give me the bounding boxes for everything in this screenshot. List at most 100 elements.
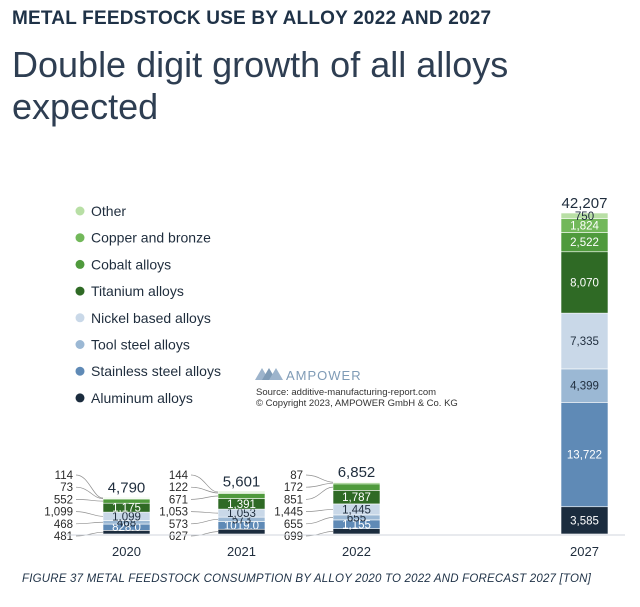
- legend-label: Tool steel alloys: [91, 337, 190, 353]
- side-value-label: 172: [284, 482, 303, 494]
- bar-value-label: 8,070: [570, 277, 599, 289]
- legend-label: Cobalt alloys: [91, 256, 171, 272]
- side-value-label: 1,445: [274, 507, 303, 519]
- leader-line: [75, 531, 104, 537]
- bar-value-label: 4,399: [570, 381, 599, 393]
- bar-value-label: 1,155: [342, 519, 371, 531]
- bar-value-label: 1,445: [342, 504, 371, 516]
- bar-segment: [560, 251, 609, 314]
- legend-label: Copper and bronze: [91, 230, 211, 246]
- legend-marker: [75, 286, 85, 296]
- bar-value-label: 2,522: [570, 237, 599, 249]
- bar-value-label: 1,391: [227, 499, 256, 511]
- bar-segment: [217, 491, 266, 493]
- legend-marker: [75, 206, 85, 216]
- bar-segment: [102, 498, 151, 504]
- legend-label: Stainless steel alloys: [91, 363, 221, 379]
- legend-label: Nickel based alloys: [91, 310, 211, 326]
- side-value-label: 1,053: [159, 507, 188, 519]
- bar-value-label: 1,053: [227, 508, 256, 520]
- bar-segment: [560, 368, 609, 403]
- bar-value-label: 3,585: [570, 515, 599, 527]
- leader-line: [75, 511, 104, 517]
- watermark-brand: AMPOWER: [286, 368, 362, 383]
- legend-marker: [75, 366, 85, 376]
- leader-line: [190, 518, 219, 525]
- side-value-label: 87: [290, 470, 303, 482]
- bar-segment: [332, 481, 381, 483]
- bar-segment: [560, 312, 609, 370]
- legend-marker: [75, 259, 85, 269]
- chart-legend: Other Copper and bronze Cobalt alloys Titan…: [75, 203, 221, 406]
- legend-label: Aluminum alloys: [91, 390, 193, 406]
- leader-line: [190, 486, 219, 494]
- watermark-source: Source: additive-manufacturing-report.co…: [256, 387, 436, 398]
- leader-line: [305, 530, 334, 537]
- side-value-label: 73: [60, 482, 73, 494]
- side-value-label: 699: [284, 531, 303, 543]
- bar-value-label: 1019.0: [224, 520, 259, 532]
- leader-line: [305, 517, 334, 525]
- page-title: Double digit growth of all alloys expect…: [12, 44, 509, 127]
- bar-segment: [217, 493, 266, 499]
- side-value-label: 114: [55, 470, 74, 482]
- bar-total-label: 42,207: [562, 195, 608, 212]
- side-value-label: 468: [54, 519, 73, 531]
- side-value-label: 573: [169, 519, 188, 531]
- x-axis-tick-label: 2027: [570, 544, 599, 559]
- leader-line: [190, 495, 219, 500]
- x-axis-tick-label: 2022: [342, 544, 371, 559]
- bar-segment: [332, 483, 381, 491]
- leader-line: [190, 474, 219, 493]
- leader-line: [75, 521, 104, 525]
- legend-label: Other: [91, 203, 126, 219]
- legend-marker: [75, 313, 85, 323]
- side-value-label: 627: [169, 531, 188, 543]
- bar-value-label: 828.0: [112, 522, 141, 534]
- side-value-label: 122: [169, 482, 188, 494]
- ampower-logo-icon: [255, 368, 283, 380]
- figure-caption: FIGURE 37 METAL FEEDSTOCK CONSUMPTION BY…: [22, 573, 591, 585]
- side-value-label: 1,099: [44, 507, 73, 519]
- bar-segment: [560, 212, 609, 220]
- bar-value-label: 655: [347, 512, 366, 524]
- page-header: METAL FEEDSTOCK USE BY ALLOY 2022 AND 20…: [12, 8, 492, 29]
- bar-total-label: 4,790: [108, 480, 146, 497]
- bar-value-label: 750: [575, 211, 594, 223]
- leader-line: [75, 499, 104, 502]
- leader-line: [305, 486, 334, 500]
- legend-label: Titanium alloys: [91, 283, 184, 299]
- bar-value-label: 1,787: [342, 492, 371, 504]
- bar-total-label: 6,852: [338, 464, 376, 481]
- leader-line: [305, 474, 334, 483]
- side-value-label: 655: [284, 519, 303, 531]
- bar-segment: [102, 497, 151, 499]
- watermark-copyright: © Copyright 2023, AMPOWER GmbH & Co. KG: [256, 398, 458, 409]
- side-value-label: 671: [169, 494, 188, 506]
- bar-value-label: 7,335: [570, 336, 599, 348]
- bar-value-label: 13,722: [567, 450, 602, 462]
- legend-marker: [75, 233, 85, 243]
- bar-segment: [560, 402, 609, 508]
- x-axis-tick-label: 2021: [227, 544, 256, 559]
- leader-line: [75, 486, 104, 500]
- side-value-label: 552: [54, 494, 73, 506]
- bar-group: 828.04681,0991,175114735521,0994684814,7…: [44, 195, 609, 559]
- legend-marker: [75, 393, 85, 403]
- ampower-watermark: AMPOWER Source: additive-manufacturing-r…: [255, 368, 458, 409]
- bar-value-label: 1,099: [112, 511, 141, 523]
- side-value-label: 851: [284, 494, 303, 506]
- leader-line: [75, 474, 104, 499]
- leader-line: [305, 509, 334, 512]
- leader-line: [305, 482, 334, 488]
- leader-line: [190, 511, 219, 514]
- side-value-label: 144: [169, 470, 189, 482]
- x-axis-tick-label: 2020: [112, 544, 141, 559]
- bar-total-label: 5,601: [223, 473, 261, 490]
- leader-line: [190, 531, 219, 537]
- bar-value-label: 1,824: [570, 221, 599, 233]
- legend-marker: [75, 340, 85, 349]
- bar-value-label: 1,175: [112, 503, 141, 515]
- side-value-label: 481: [54, 531, 73, 543]
